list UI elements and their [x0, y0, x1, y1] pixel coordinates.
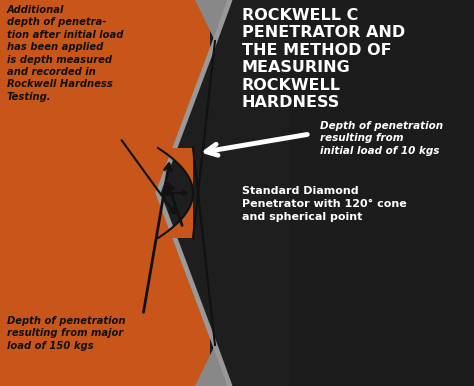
Text: ROCKWELL C
PENETRATOR AND
THE METHOD OF
MEASURING
ROCKWELL
HARDNESS: ROCKWELL C PENETRATOR AND THE METHOD OF … — [242, 8, 405, 110]
Polygon shape — [195, 0, 280, 41]
Text: Additional
depth of penetra-
tion after initial load
has been applied
is depth m: Additional depth of penetra- tion after … — [7, 5, 123, 102]
Text: Standard Diamond
Penetrator with 120° cone
and spherical point: Standard Diamond Penetrator with 120° co… — [242, 186, 407, 222]
Text: Depth of penetration
resulting from major
load of 150 kgs: Depth of penetration resulting from majo… — [7, 316, 126, 351]
Text: Depth of penetration
resulting from
initial load of 10 kgs: Depth of penetration resulting from init… — [320, 121, 443, 156]
Polygon shape — [195, 345, 280, 386]
Bar — [195, 0, 474, 386]
Polygon shape — [158, 0, 290, 386]
Polygon shape — [158, 148, 193, 238]
Bar — [0, 0, 210, 386]
